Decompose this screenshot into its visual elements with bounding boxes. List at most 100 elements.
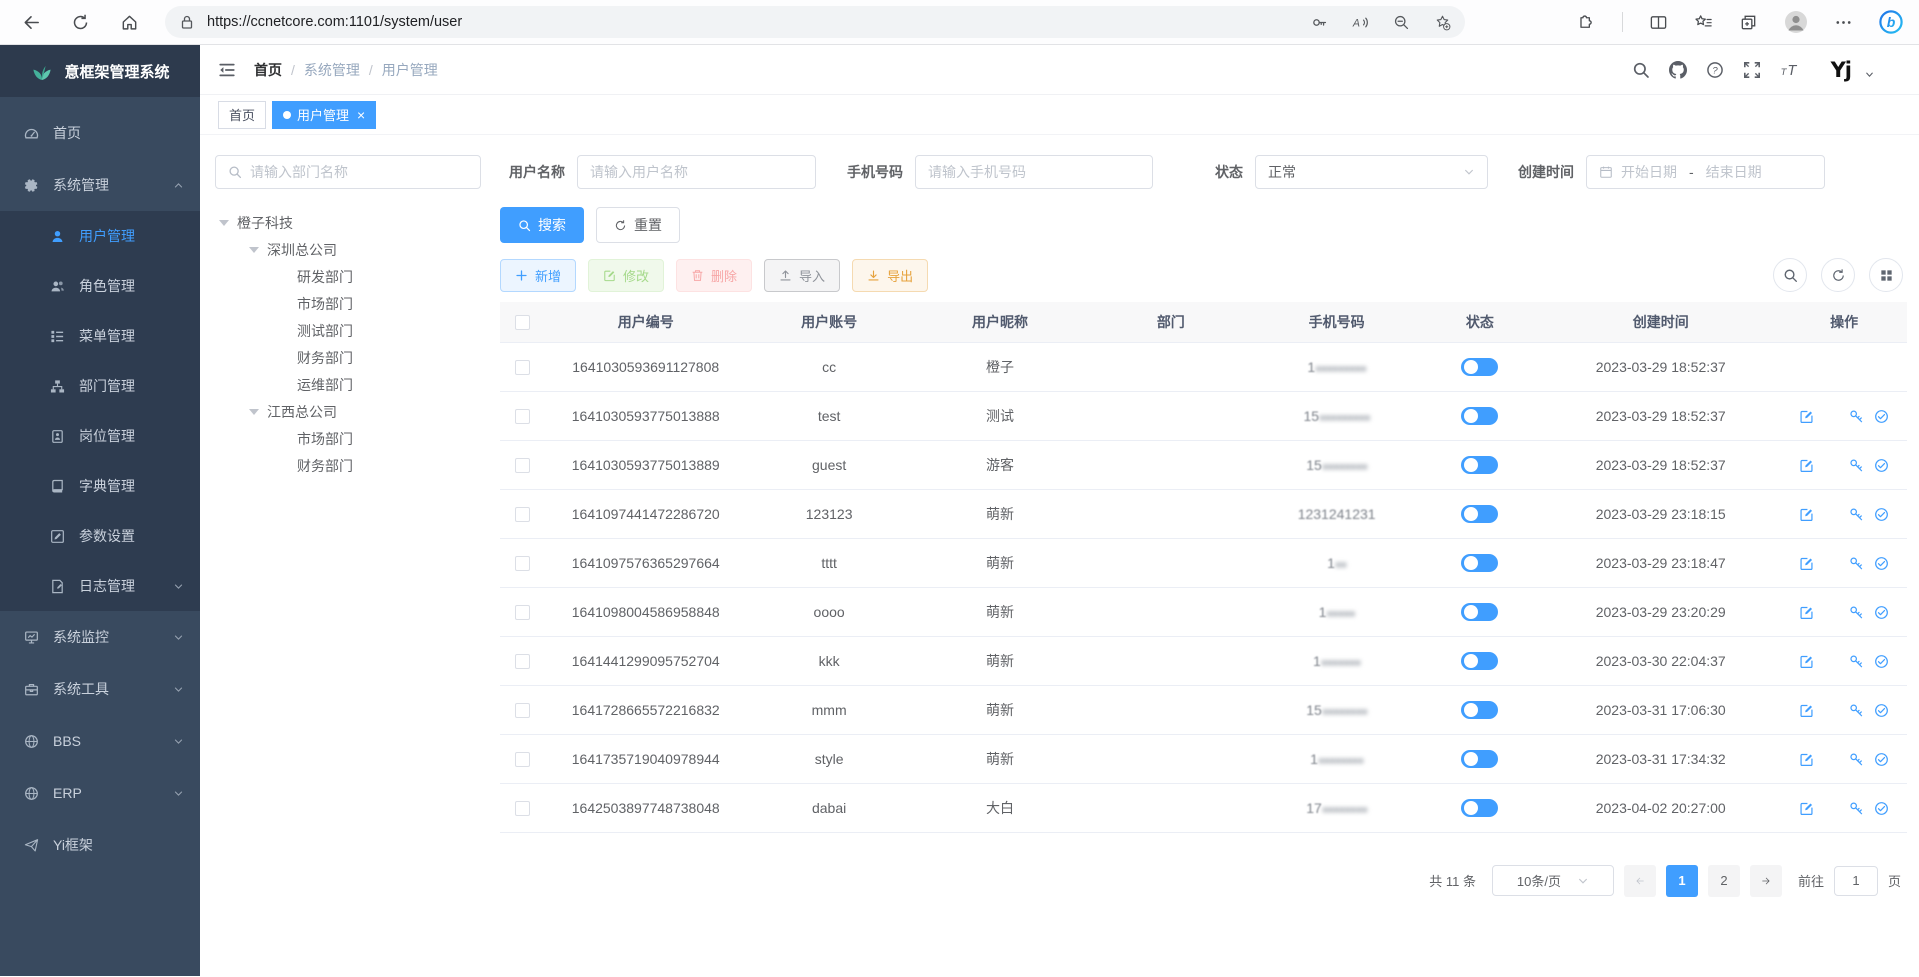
created-date-range[interactable]: 开始日期 - 结束日期 — [1586, 155, 1825, 189]
reset-password-icon[interactable] — [1849, 654, 1864, 669]
reset-password-icon[interactable] — [1849, 605, 1864, 620]
sidebar-item-system-management[interactable]: 系统管理 — [0, 159, 200, 211]
extensions-icon[interactable] — [1577, 13, 1596, 32]
row-checkbox[interactable] — [515, 702, 531, 718]
edit-icon[interactable] — [1799, 752, 1814, 767]
search-button[interactable]: 搜索 — [500, 207, 584, 243]
sidebar-item-erp[interactable]: ERP — [0, 767, 200, 819]
tree-node[interactable]: 市场部门 — [215, 290, 500, 317]
zoom-out-icon[interactable] — [1393, 14, 1410, 31]
next-page-button[interactable] — [1749, 864, 1782, 897]
row-checkbox[interactable] — [515, 800, 531, 816]
tree-node[interactable]: 财务部门 — [215, 452, 500, 479]
tree-node[interactable]: 橙子科技 — [215, 209, 500, 236]
tree-node[interactable]: 运维部门 — [215, 371, 500, 398]
delete-icon[interactable] — [1824, 801, 1839, 816]
status-toggle[interactable] — [1461, 651, 1499, 670]
delete-icon[interactable] — [1824, 409, 1839, 424]
address-bar[interactable]: https://ccnetcore.com:1101/system/user A — [165, 6, 1465, 38]
assign-role-icon[interactable] — [1874, 458, 1889, 473]
lock-icon[interactable] — [179, 14, 195, 30]
tree-expand-icon[interactable] — [219, 219, 229, 226]
home-icon[interactable] — [120, 13, 139, 32]
row-checkbox[interactable] — [515, 653, 531, 669]
tree-node[interactable]: 江西总公司 — [215, 398, 500, 425]
back-icon[interactable] — [22, 13, 41, 32]
status-toggle[interactable] — [1461, 749, 1499, 768]
sidebar-item-log-management[interactable]: 日志管理 — [0, 561, 200, 611]
status-toggle[interactable] — [1461, 553, 1499, 572]
assign-role-icon[interactable] — [1874, 507, 1889, 522]
user-avatar[interactable]: Yj — [1830, 57, 1852, 82]
status-toggle[interactable] — [1461, 602, 1499, 621]
tree-node[interactable]: 市场部门 — [215, 425, 500, 452]
status-select[interactable]: 正常 — [1255, 155, 1488, 189]
sidebar-item-bbs[interactable]: BBS — [0, 715, 200, 767]
reset-password-icon[interactable] — [1849, 703, 1864, 718]
status-toggle[interactable] — [1461, 357, 1499, 376]
tree-node[interactable]: 财务部门 — [215, 344, 500, 371]
fold-menu-icon[interactable] — [218, 61, 236, 79]
row-checkbox[interactable] — [515, 751, 531, 767]
delete-icon[interactable] — [1824, 703, 1839, 718]
breadcrumb-item[interactable]: 首页 — [254, 61, 282, 78]
row-checkbox[interactable] — [515, 408, 531, 424]
sidebar-item-param-settings[interactable]: 参数设置 — [0, 511, 200, 561]
row-checkbox[interactable] — [515, 555, 531, 571]
sidebar-item-system-tools[interactable]: 系统工具 — [0, 663, 200, 715]
delete-icon[interactable] — [1824, 752, 1839, 767]
page-button-1[interactable]: 1 — [1665, 864, 1698, 897]
sidebar-item-dept-management[interactable]: 部门管理 — [0, 361, 200, 411]
password-key-icon[interactable] — [1311, 14, 1328, 31]
reset-password-icon[interactable] — [1849, 507, 1864, 522]
tree-node[interactable]: 测试部门 — [215, 317, 500, 344]
username-input[interactable]: 请输入用户名称 — [577, 155, 816, 189]
delete-icon[interactable] — [1824, 556, 1839, 571]
sidebar-item-system-monitor[interactable]: 系统监控 — [0, 611, 200, 663]
breadcrumb-item[interactable]: 系统管理 — [303, 61, 360, 78]
tree-node[interactable]: 深圳总公司 — [215, 236, 500, 263]
search-icon[interactable] — [1632, 61, 1650, 79]
tree-node[interactable]: 研发部门 — [215, 263, 500, 290]
assign-role-icon[interactable] — [1874, 654, 1889, 669]
sidebar-item-home[interactable]: 首页 — [0, 107, 200, 159]
sidebar-item-yi-framework[interactable]: Yi框架 — [0, 819, 200, 871]
more-icon[interactable] — [1834, 13, 1853, 32]
row-checkbox[interactable] — [515, 506, 531, 522]
edit-icon[interactable] — [1799, 801, 1814, 816]
refresh-table-button[interactable] — [1821, 258, 1855, 292]
reset-password-icon[interactable] — [1849, 556, 1864, 571]
row-checkbox[interactable] — [515, 359, 531, 375]
row-checkbox[interactable] — [515, 604, 531, 620]
delete-icon[interactable] — [1824, 458, 1839, 473]
tab-user-management[interactable]: 用户管理 × — [272, 100, 377, 129]
status-toggle[interactable] — [1461, 406, 1499, 425]
row-checkbox[interactable] — [515, 457, 531, 473]
sidebar-item-menu-management[interactable]: 菜单管理 — [0, 311, 200, 361]
edit-icon[interactable] — [1799, 507, 1814, 522]
add-button[interactable]: 新增 — [500, 258, 577, 292]
add-favorite-icon[interactable] — [1434, 14, 1451, 31]
sidebar-item-role-management[interactable]: 角色管理 — [0, 261, 200, 311]
reset-password-icon[interactable] — [1849, 752, 1864, 767]
sidebar-item-dict-management[interactable]: 字典管理 — [0, 461, 200, 511]
edit-icon[interactable] — [1799, 654, 1814, 669]
goto-page-input[interactable]: 1 — [1833, 865, 1878, 896]
modify-button[interactable]: 修改 — [588, 258, 665, 292]
page-button-2[interactable]: 2 — [1707, 864, 1740, 897]
select-all-checkbox[interactable] — [515, 315, 531, 331]
delete-button[interactable]: 删除 — [676, 258, 753, 292]
close-icon[interactable]: × — [357, 106, 366, 123]
help-icon[interactable]: ? — [1706, 61, 1724, 79]
show-search-button[interactable] — [1773, 258, 1807, 292]
assign-role-icon[interactable] — [1874, 801, 1889, 816]
delete-icon[interactable] — [1824, 654, 1839, 669]
status-toggle[interactable] — [1461, 700, 1499, 719]
split-screen-icon[interactable] — [1649, 13, 1668, 32]
profile-icon[interactable] — [1784, 10, 1808, 34]
edit-icon[interactable] — [1799, 605, 1814, 620]
status-toggle[interactable] — [1461, 504, 1499, 523]
collections-icon[interactable] — [1739, 13, 1758, 32]
github-icon[interactable] — [1668, 60, 1687, 79]
